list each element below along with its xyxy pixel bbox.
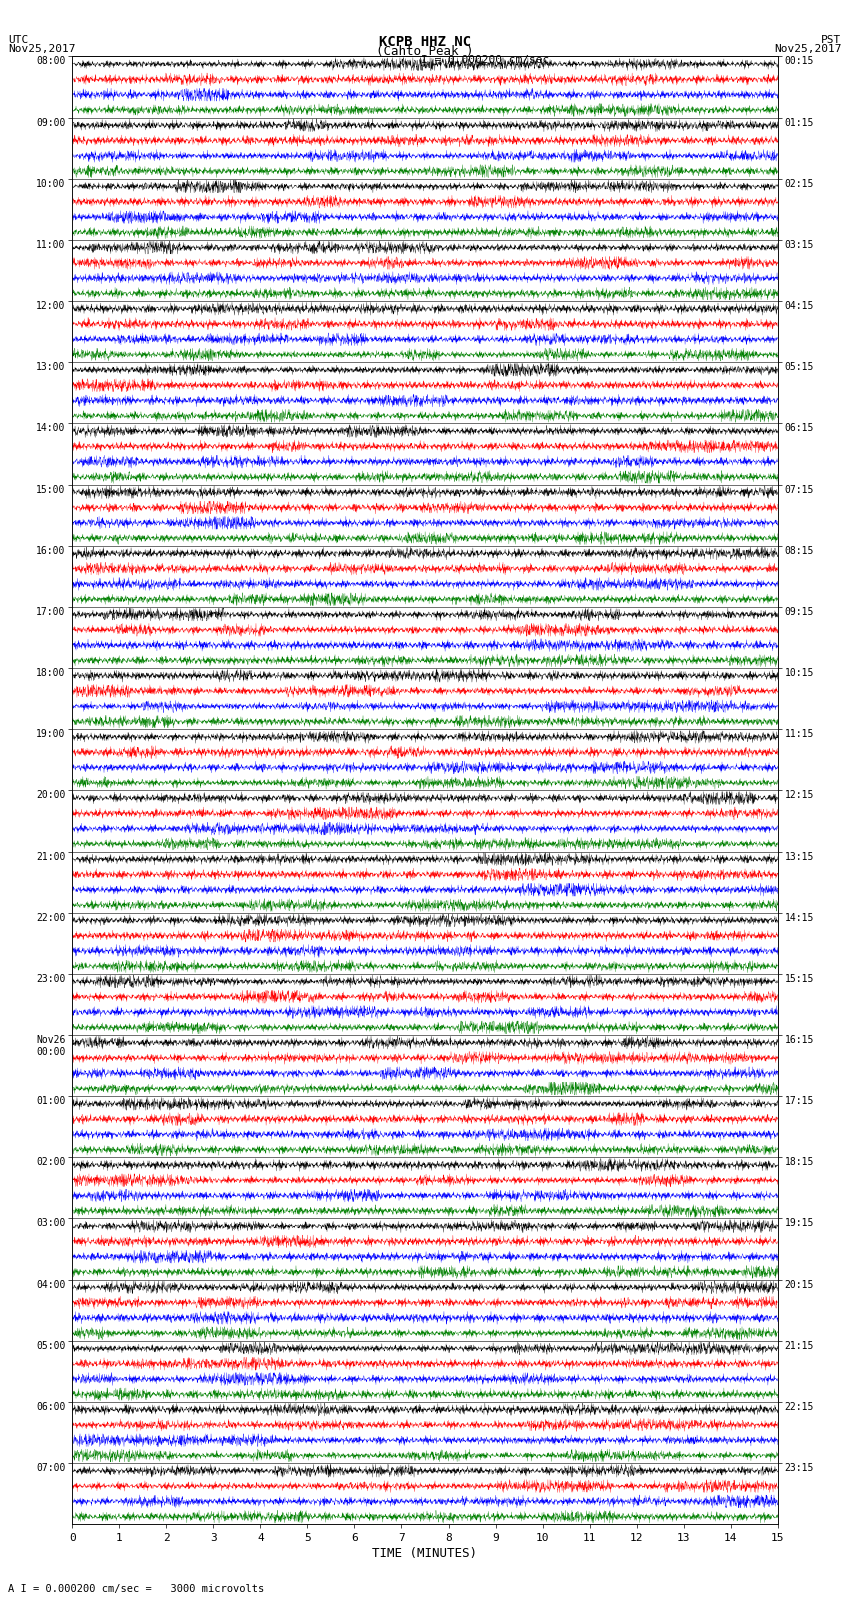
Text: UTC: UTC bbox=[8, 35, 29, 45]
Text: (Cahto Peak ): (Cahto Peak ) bbox=[377, 45, 473, 58]
Text: A I = 0.000200 cm/sec =   3000 microvolts: A I = 0.000200 cm/sec = 3000 microvolts bbox=[8, 1584, 264, 1594]
Text: KCPB HHZ NC: KCPB HHZ NC bbox=[379, 35, 471, 50]
Text: PST: PST bbox=[821, 35, 842, 45]
Text: I = 0.000200 cm/sec: I = 0.000200 cm/sec bbox=[421, 55, 549, 65]
Text: Nov25,2017: Nov25,2017 bbox=[8, 44, 76, 53]
Text: Nov25,2017: Nov25,2017 bbox=[774, 44, 842, 53]
X-axis label: TIME (MINUTES): TIME (MINUTES) bbox=[372, 1547, 478, 1560]
